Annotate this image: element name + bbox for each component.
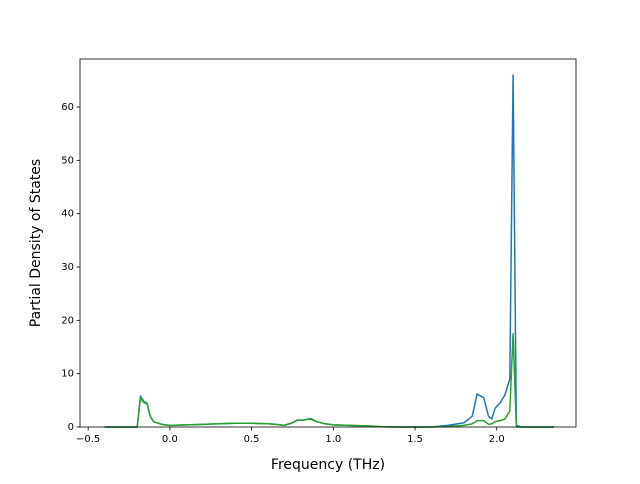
y-axis-label: Partial Density of States bbox=[28, 159, 44, 327]
line-series bbox=[104, 332, 554, 428]
y-tick-label: 50 bbox=[61, 155, 74, 166]
y-tick-label: 30 bbox=[61, 262, 74, 273]
x-tick-label: 0.0 bbox=[162, 434, 178, 445]
x-axis-label: Frequency (THz) bbox=[271, 457, 385, 473]
y-tick-label: 20 bbox=[61, 315, 74, 326]
y-tick-label: 60 bbox=[61, 102, 74, 113]
y-tick-label: 10 bbox=[61, 369, 74, 380]
x-tick-label: −0.5 bbox=[76, 434, 100, 445]
x-tick-label: 1.0 bbox=[325, 434, 341, 445]
plot-frame bbox=[79, 58, 577, 428]
x-tick-label: 1.5 bbox=[407, 434, 423, 445]
x-tick-label: 0.5 bbox=[244, 434, 260, 445]
y-tick-label: 40 bbox=[61, 209, 74, 220]
x-tick-label: 2.0 bbox=[489, 434, 505, 445]
y-tick-label: 0 bbox=[68, 422, 74, 433]
